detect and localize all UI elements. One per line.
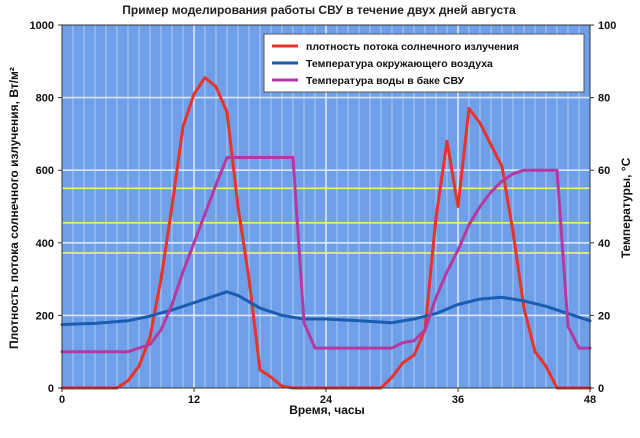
y-left-tick-label: 0 [48, 383, 54, 395]
y-right-tick-label: 40 [598, 238, 610, 250]
legend-label: Температура окружающего воздуха [306, 58, 493, 70]
legend-label: плотность потока солнечного излучения [306, 41, 519, 53]
series-line-3 [60, 156, 592, 354]
y-left-axis-ticks: 0 200 400 600 800 1000 [30, 20, 62, 395]
x-axis-ticks: 0 12 24 36 48 [59, 388, 596, 406]
chart-title: Пример моделирования работы СВУ в течени… [122, 3, 516, 17]
y-right-tick-label: 20 [598, 310, 610, 322]
y-left-tick-label: 200 [36, 310, 54, 322]
reference-lines [62, 187, 590, 254]
y-right-axis-label: Температуры, °С [619, 157, 633, 258]
y-right-axis-ticks: 0 20 40 60 80 100 [590, 20, 616, 395]
y-left-tick-label: 600 [36, 165, 54, 177]
x-tick-label: 12 [188, 394, 200, 406]
legend-box [263, 33, 585, 93]
x-tick-label: 36 [452, 394, 464, 406]
y-right-tick-label: 100 [598, 20, 616, 32]
y-left-axis-label: Плотность потока солнечного излучения, В… [7, 67, 21, 349]
y-right-tick-label: 80 [598, 93, 610, 105]
x-axis-label: Время, часы [289, 403, 365, 417]
x-tick-label: 48 [584, 394, 596, 406]
x-tick-label: 24 [320, 394, 333, 406]
y-right-tick-label: 60 [598, 165, 610, 177]
legend-label: Температура воды в баке СВУ [306, 75, 465, 87]
y-left-tick-label: 800 [36, 93, 54, 105]
x-tick-label: 0 [59, 394, 65, 406]
legend: плотность потока солнечного излучения Тем… [263, 33, 585, 93]
y-left-tick-label: 400 [36, 238, 54, 250]
y-left-tick-label: 1000 [30, 20, 54, 32]
y-right-tick-label: 0 [598, 383, 604, 395]
